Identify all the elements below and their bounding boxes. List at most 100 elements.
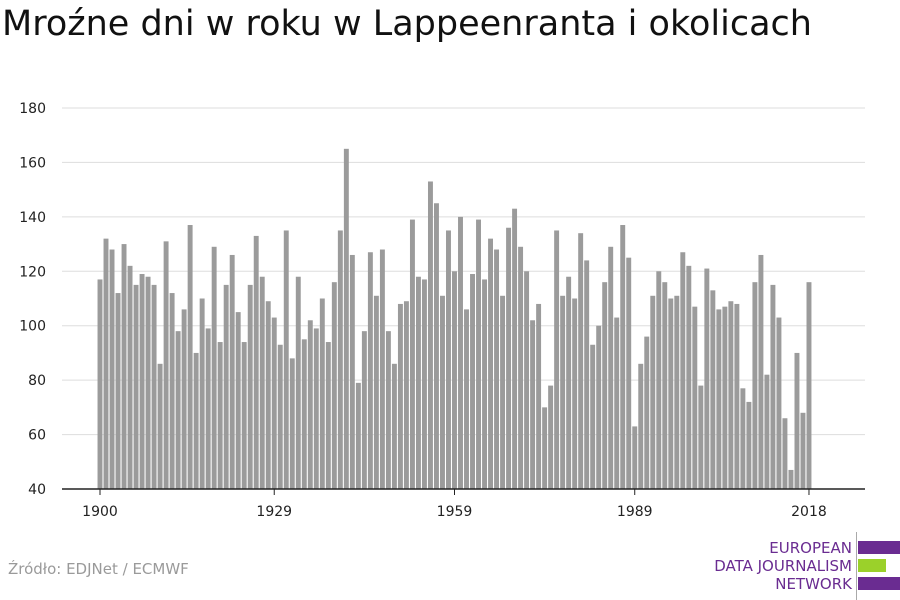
- y-axis-labels: 40 60 80 100 120 140 160 180: [19, 101, 46, 498]
- logo-divider: [856, 532, 857, 600]
- bar: [680, 252, 686, 489]
- bar: [259, 276, 265, 489]
- bar: [331, 282, 337, 489]
- bar: [391, 363, 397, 489]
- y-tick-label: 60: [28, 428, 46, 444]
- bar: [728, 301, 734, 489]
- bar: [139, 274, 145, 489]
- bar: [644, 336, 650, 489]
- bar: [554, 230, 560, 489]
- bar: [235, 312, 241, 489]
- y-tick-label: 180: [19, 101, 46, 117]
- bar: [632, 426, 638, 489]
- bar: [608, 246, 614, 489]
- bar: [452, 271, 457, 489]
- y-tick-label: 40: [28, 482, 46, 498]
- bar: [776, 317, 782, 489]
- bar: [716, 309, 722, 489]
- bar: [301, 339, 307, 489]
- logo-block-purple-top: [858, 541, 900, 554]
- bar: [656, 271, 662, 489]
- bar: [229, 254, 235, 489]
- bar: [770, 284, 776, 489]
- logo-line-network: NETWORK: [775, 575, 852, 593]
- bar: [446, 230, 451, 489]
- bar: [223, 284, 229, 489]
- bar: [307, 320, 313, 489]
- bar: [596, 325, 602, 489]
- edjnet-logo[interactable]: EUROPEAN DATA JOURNALISM NETWORK: [700, 532, 900, 600]
- bar: [788, 469, 794, 489]
- bar: [337, 230, 343, 489]
- bar: [500, 295, 506, 489]
- bar: [349, 254, 355, 489]
- bar: [602, 282, 608, 489]
- bar: [403, 301, 409, 489]
- bar: [145, 276, 151, 489]
- bar: [662, 282, 668, 489]
- bar: [806, 282, 812, 489]
- x-axis: 1900 1929 1959 1989 2018: [62, 488, 865, 520]
- bar: [361, 331, 367, 489]
- bar: [620, 225, 626, 489]
- bar: [464, 309, 469, 489]
- bar: [686, 265, 692, 489]
- bar: [584, 260, 590, 489]
- x-tick-label: 1989: [617, 504, 653, 520]
- bar: [692, 306, 698, 489]
- bar: [175, 331, 181, 489]
- bar: [434, 203, 439, 489]
- bar: [355, 382, 361, 489]
- bar: [313, 328, 319, 489]
- bar: [476, 219, 481, 489]
- chart-title: Mroźne dni w roku w Lappeenranta i okoli…: [2, 4, 812, 44]
- bar: [343, 148, 349, 489]
- bar: [367, 252, 373, 489]
- bar: [427, 181, 433, 490]
- bar: [758, 254, 764, 489]
- bar: [590, 344, 596, 489]
- bar: [638, 363, 644, 489]
- bar: [133, 284, 139, 489]
- y-tick-label: 80: [28, 373, 46, 389]
- bar: [650, 295, 656, 489]
- bar: [458, 216, 463, 490]
- bar: [103, 238, 109, 489]
- bar: [151, 284, 157, 489]
- bar: [247, 284, 253, 489]
- bar: [536, 303, 542, 489]
- bars: [97, 148, 812, 490]
- bar: [578, 233, 584, 489]
- x-tick-label: 1929: [256, 504, 292, 520]
- bar: [379, 249, 385, 489]
- bar: [211, 246, 217, 489]
- bar: [488, 238, 493, 489]
- bar: [199, 298, 205, 489]
- bar: [506, 227, 512, 490]
- bar: [253, 235, 259, 489]
- bar: [704, 268, 710, 489]
- bar: [121, 244, 127, 489]
- bar: [734, 303, 740, 489]
- bar: [524, 271, 530, 489]
- x-tick-label: 1900: [82, 504, 118, 520]
- y-tick-label: 160: [19, 155, 46, 171]
- bar: [289, 358, 295, 489]
- x-tick-label: 2018: [791, 504, 827, 520]
- bar: [373, 295, 379, 489]
- bar: [127, 265, 133, 489]
- bar: [241, 342, 247, 489]
- bar: [97, 279, 103, 489]
- bar: [409, 219, 415, 489]
- bar: [265, 301, 271, 489]
- bar: [415, 276, 421, 489]
- bar: [530, 320, 536, 489]
- bar: [470, 274, 475, 489]
- bar: [566, 276, 572, 489]
- bar: [674, 295, 680, 489]
- bar: [181, 309, 187, 489]
- x-tick-label: 1959: [437, 504, 473, 520]
- logo-block-green: [858, 559, 886, 572]
- bar: [548, 385, 554, 489]
- bar-chart: 40 60 80 100 120 140 160 180 1900 1929 1959 1989 20…: [19, 101, 865, 520]
